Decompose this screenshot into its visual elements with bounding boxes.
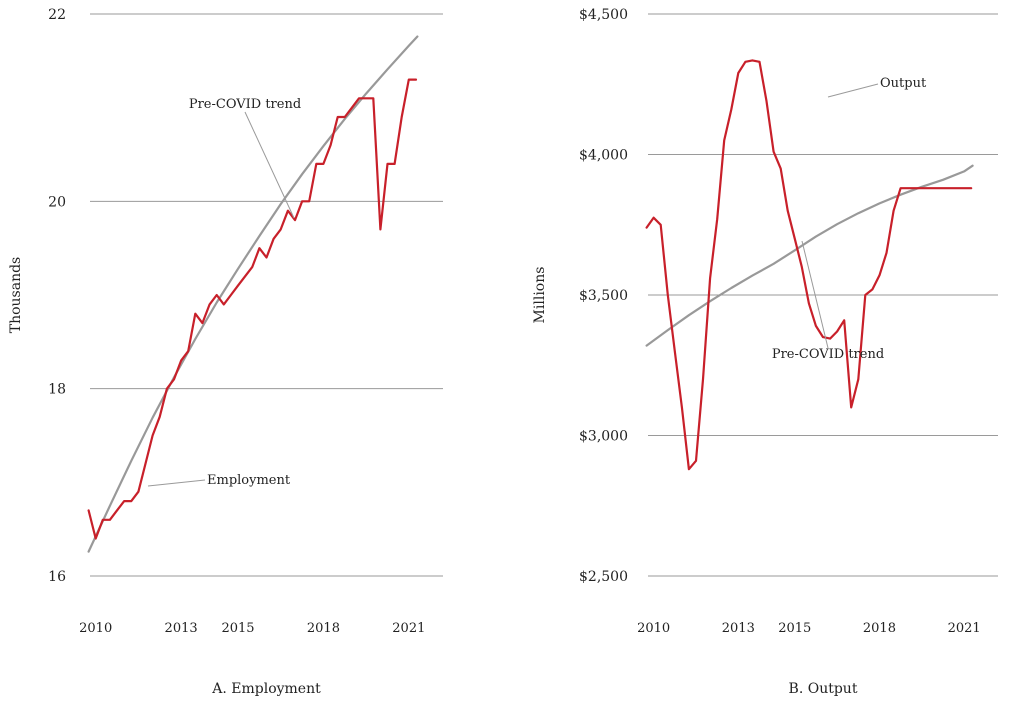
y-axis-label: Thousands <box>8 257 24 334</box>
x-tick-label: 2018 <box>863 621 896 636</box>
series-line-actual <box>645 59 973 471</box>
x-tick-label: 2010 <box>637 621 670 636</box>
y-tick-label: $3,000 <box>579 429 628 445</box>
annotation-label: Pre-COVID trend <box>189 97 301 112</box>
x-tick-label: 2013 <box>165 621 198 636</box>
annotation-leader <box>147 479 206 487</box>
series-line-trend <box>645 164 974 347</box>
annotation-label: Pre-COVID trend <box>772 347 884 362</box>
annotation-label: Employment <box>207 473 291 488</box>
x-tick-label: 2013 <box>722 621 755 636</box>
x-tick-label: 2015 <box>221 621 254 636</box>
chart-panel-2: $2,500 $3,000 $3,500 $4,000 $4,500 2010 2013 20… <box>532 7 998 697</box>
y-tick-label: 18 <box>48 382 66 398</box>
x-tick-label: 2015 <box>778 621 811 636</box>
series-line-actual <box>87 78 418 540</box>
annotation-leader <box>827 83 879 98</box>
y-tick-label: 20 <box>48 194 66 210</box>
x-tick-label: 2021 <box>948 621 981 636</box>
series-line-trend <box>87 35 419 553</box>
y-tick-label: $4,500 <box>579 7 628 23</box>
y-axis-label: Millions <box>532 267 548 324</box>
x-tick-label: 2021 <box>392 621 425 636</box>
y-tick-label: 16 <box>48 569 66 585</box>
y-tick-label: $2,500 <box>579 569 628 585</box>
y-tick-label: 22 <box>48 7 66 23</box>
annotation-label: Output <box>880 76 927 91</box>
annotation-leader <box>244 111 295 219</box>
x-tick-label: 2010 <box>79 621 112 636</box>
chart-panel-1: 16 18 20 22 2010 2013 2015 2018 2021 Thousands A. … <box>8 7 443 697</box>
annotation-leader <box>801 240 829 349</box>
chart-title: A. Employment <box>211 681 321 697</box>
y-tick-label: $4,000 <box>579 148 628 164</box>
x-tick-label: 2018 <box>307 621 340 636</box>
chart-title: B. Output <box>789 681 858 697</box>
y-tick-label: $3,500 <box>579 288 628 304</box>
